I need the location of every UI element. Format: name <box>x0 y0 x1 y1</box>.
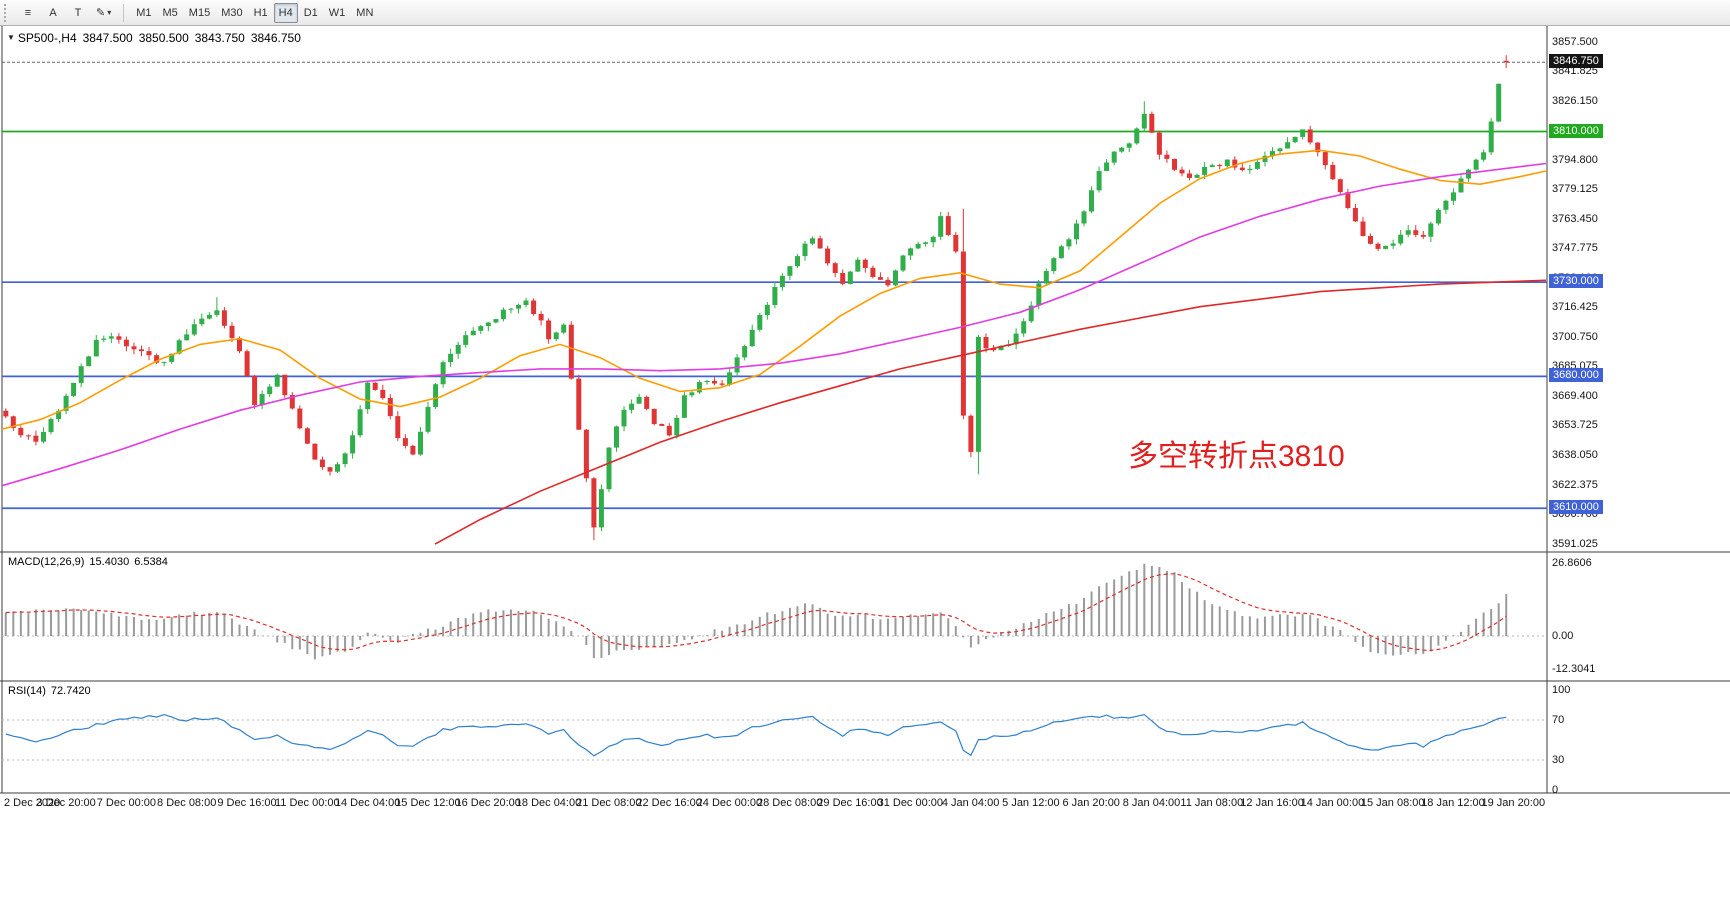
timeframe-button-D1[interactable]: D1 <box>303 6 318 19</box>
toolbar-separator <box>123 3 125 22</box>
rsi-params: RSI(14) <box>8 685 46 697</box>
symbol-period-label: SP500-,H4 <box>17 31 77 45</box>
candles-layer <box>3 55 1509 541</box>
ma-slow-red <box>434 279 1547 545</box>
line-studies-button[interactable]: ≡ <box>24 6 32 19</box>
toolbar: ≡ A T ✎ ▾ M1 M5 M15 M30 H1 H4 D1 W1 MN <box>0 0 1730 26</box>
chart-header: ▼ SP500-,H4 3847.500 3850.500 3843.750 3846.7… <box>7 31 301 45</box>
draw-tools-button[interactable]: ✎ ▾ <box>96 7 112 19</box>
macd-signal-line <box>5 573 1507 652</box>
ohlc-open-value: 3847.500 <box>82 31 133 45</box>
rsi-indicator-label: RSI(14) 72.7420 <box>8 685 96 697</box>
dropdown-arrow-icon: ▾ <box>107 8 112 17</box>
ohlc-high-value: 3850.500 <box>138 31 189 45</box>
toolbar-icon-group: ≡ A T ✎ ▾ <box>16 3 116 23</box>
rsi-line <box>5 713 1507 757</box>
timeframe-button-M15[interactable]: M15 <box>188 6 211 19</box>
macd-params: MACD(12,26,9) <box>8 556 85 568</box>
text-tool-button[interactable]: T <box>74 6 82 19</box>
macd-histogram <box>4 563 1508 660</box>
text-label-button[interactable]: A <box>49 6 57 19</box>
timeframe-button-H4[interactable]: H4 <box>273 2 298 23</box>
timeframe-button-M5[interactable]: M5 <box>162 6 178 19</box>
ohlc-low-value: 3843.750 <box>194 31 245 45</box>
timeframe-toolbar: M1 M5 M15 M30 H1 H4 D1 W1 MN <box>131 2 378 23</box>
chart-annotation-text[interactable]: 多空转折点3810 <box>1128 440 1345 473</box>
rsi-value: 72.7420 <box>50 685 91 697</box>
macd-signal-value: 6.5384 <box>134 556 168 568</box>
timeframe-button-W1[interactable]: W1 <box>328 6 346 19</box>
toolbar-grip[interactable] <box>4 3 10 22</box>
macd-indicator-label: MACD(12,26,9) 15.4030 6.5384 <box>8 556 173 568</box>
ma-fast-orange <box>1 149 1547 430</box>
symbol-dropdown-icon[interactable]: ▼ <box>7 33 15 42</box>
macd-main-value: 15.4030 <box>89 556 130 568</box>
ohlc-close-value: 3846.750 <box>250 31 301 45</box>
ma-mid-magenta <box>1 162 1547 487</box>
timeframe-button-MN[interactable]: MN <box>356 6 374 19</box>
timeframe-button-H1[interactable]: H1 <box>253 6 268 19</box>
timeframe-button-M1[interactable]: M1 <box>136 6 152 19</box>
timeframe-button-M30[interactable]: M30 <box>221 6 243 19</box>
